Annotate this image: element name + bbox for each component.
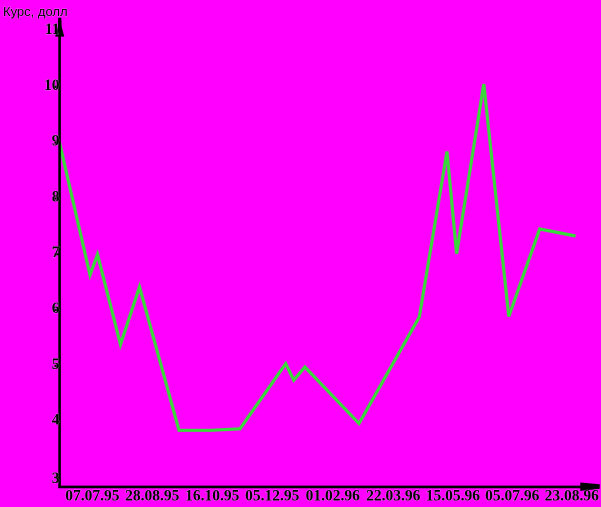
svg-text:28.08.95: 28.08.95 xyxy=(125,488,180,505)
svg-text:9: 9 xyxy=(52,133,60,150)
svg-text:6: 6 xyxy=(52,300,60,317)
svg-text:4: 4 xyxy=(52,412,60,429)
svg-text:11: 11 xyxy=(45,21,60,38)
svg-text:15.05.96: 15.05.96 xyxy=(426,488,481,505)
svg-text:05.12.95: 05.12.95 xyxy=(245,488,300,505)
svg-text:16.10.95: 16.10.95 xyxy=(185,488,240,505)
svg-text:10: 10 xyxy=(44,77,60,94)
svg-text:23.08.96: 23.08.96 xyxy=(545,488,600,505)
svg-text:01.02.96: 01.02.96 xyxy=(306,488,361,505)
svg-text:8: 8 xyxy=(52,188,60,205)
svg-text:5: 5 xyxy=(52,356,60,373)
svg-text:Курс, долл: Курс, долл xyxy=(3,4,68,19)
svg-text:07.07.95: 07.07.95 xyxy=(65,488,120,505)
svg-text:05.07.96: 05.07.96 xyxy=(485,488,540,505)
svg-text:3: 3 xyxy=(52,470,60,487)
svg-text:22.03.96: 22.03.96 xyxy=(366,488,421,505)
svg-text:7: 7 xyxy=(52,244,60,261)
